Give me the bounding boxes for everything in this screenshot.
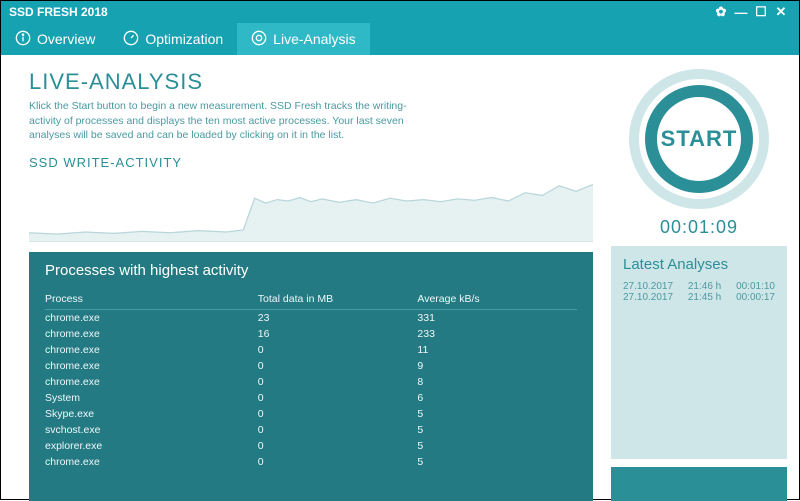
processes-table: ProcessTotal data in MBAverage kB/s chro… [45, 289, 577, 470]
column-header: Process [45, 289, 258, 310]
table-row: chrome.exe08 [45, 374, 577, 390]
table-cell: 6 [417, 390, 577, 406]
maximize-icon[interactable]: ☐ [751, 4, 771, 20]
side-accent-block [611, 467, 787, 501]
start-block: START 00:01:09 [611, 69, 787, 238]
tab-optimization[interactable]: Optimization [109, 23, 237, 55]
table-row: chrome.exe011 [45, 342, 577, 358]
table-cell: 0 [258, 438, 418, 454]
table-cell: 9 [417, 358, 577, 374]
table-cell: 0 [258, 390, 418, 406]
table-cell: 331 [417, 310, 577, 327]
table-cell: 0 [258, 342, 418, 358]
table-cell: 0 [258, 374, 418, 390]
gauge-icon [123, 30, 139, 49]
table-row: chrome.exe05 [45, 454, 577, 470]
minimize-icon[interactable]: — [731, 5, 751, 20]
table-cell: 8 [417, 374, 577, 390]
table-cell: chrome.exe [45, 342, 258, 358]
chart-title: SSD WRITE-ACTIVITY [29, 155, 593, 170]
table-cell: 11 [417, 342, 577, 358]
close-icon[interactable]: ✕ [771, 4, 791, 20]
app-title: SSD FRESH 2018 [9, 5, 108, 19]
table-cell: 0 [258, 406, 418, 422]
processes-panel: Processes with highest activity ProcessT… [29, 252, 593, 501]
table-cell: 0 [258, 422, 418, 438]
tab-bar: Overview Optimization Live-Analysis [1, 23, 799, 55]
table-cell: chrome.exe [45, 326, 258, 342]
latest-analyses-panel: Latest Analyses 27.10.201721:46 h00:01:1… [611, 246, 787, 459]
tab-label: Live-Analysis [273, 31, 355, 47]
table-cell: 23 [258, 310, 418, 327]
table-cell: svchost.exe [45, 422, 258, 438]
table-cell: 5 [417, 422, 577, 438]
page-description: Klick the Start button to begin a new me… [29, 99, 429, 143]
elapsed-timer: 00:01:09 [611, 217, 787, 238]
column-header: Average kB/s [417, 289, 577, 310]
settings-icon[interactable]: ✿ [711, 4, 731, 20]
info-icon [15, 30, 31, 49]
tab-overview[interactable]: Overview [1, 23, 109, 55]
table-cell: 5 [417, 454, 577, 470]
table-row: explorer.exe05 [45, 438, 577, 454]
tab-label: Overview [37, 31, 95, 47]
page-title: LIVE-ANALYSIS [29, 69, 593, 95]
processes-title: Processes with highest activity [45, 262, 577, 279]
start-label: START [661, 126, 738, 152]
latest-item[interactable]: 27.10.201721:46 h00:01:10 [623, 281, 775, 292]
table-cell: 0 [258, 358, 418, 374]
table-cell: 5 [417, 406, 577, 422]
tab-label: Optimization [145, 31, 223, 47]
target-icon [251, 30, 267, 49]
write-activity-chart [29, 172, 593, 242]
latest-title: Latest Analyses [623, 256, 775, 273]
table-cell: System [45, 390, 258, 406]
table-row: System06 [45, 390, 577, 406]
table-cell: chrome.exe [45, 454, 258, 470]
table-row: svchost.exe05 [45, 422, 577, 438]
latest-item[interactable]: 27.10.201721:45 h00:00:17 [623, 292, 775, 303]
table-cell: chrome.exe [45, 358, 258, 374]
title-bar: SSD FRESH 2018 ✿ — ☐ ✕ [1, 1, 799, 23]
table-cell: 5 [417, 438, 577, 454]
table-row: chrome.exe16233 [45, 326, 577, 342]
table-cell: chrome.exe [45, 374, 258, 390]
tab-live-analysis[interactable]: Live-Analysis [237, 23, 369, 55]
table-cell: Skype.exe [45, 406, 258, 422]
table-cell: chrome.exe [45, 310, 258, 327]
column-header: Total data in MB [258, 289, 418, 310]
table-cell: 16 [258, 326, 418, 342]
table-cell: 233 [417, 326, 577, 342]
table-cell: 0 [258, 454, 418, 470]
table-row: chrome.exe23331 [45, 310, 577, 327]
table-row: Skype.exe05 [45, 406, 577, 422]
table-row: chrome.exe09 [45, 358, 577, 374]
table-cell: explorer.exe [45, 438, 258, 454]
start-button[interactable]: START [629, 69, 769, 209]
